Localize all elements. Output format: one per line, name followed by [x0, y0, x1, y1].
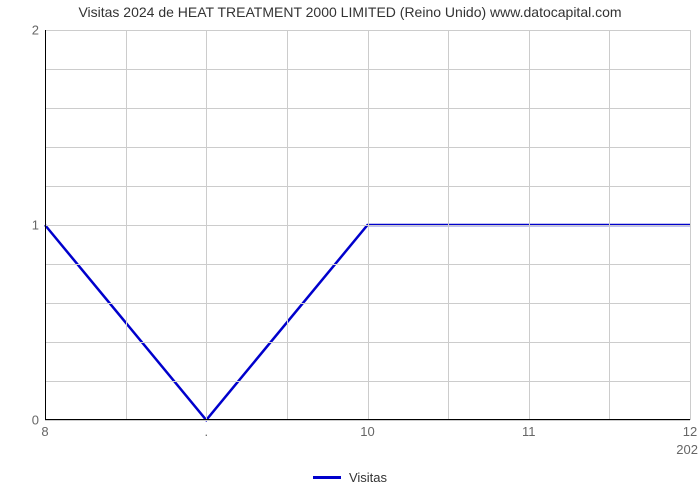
grid-h — [45, 225, 690, 226]
grid-h — [45, 420, 690, 421]
legend-swatch — [313, 476, 341, 479]
grid-h — [45, 69, 690, 70]
legend: Visitas — [0, 470, 700, 485]
x-tick-label: 10 — [360, 424, 374, 439]
x-tick-label: 12 — [683, 424, 697, 439]
y-tick-label: 1 — [32, 218, 39, 233]
x-tick-label: 11 — [522, 424, 536, 439]
y-tick-label: 0 — [32, 413, 39, 428]
plot-area: 8101112.012 — [45, 30, 690, 420]
grid-h — [45, 186, 690, 187]
grid-h — [45, 147, 690, 148]
y-axis — [45, 30, 46, 420]
x-minor-dot: . — [204, 424, 208, 439]
grid-h — [45, 342, 690, 343]
footer-right-label: 202 — [676, 442, 698, 457]
grid-h — [45, 30, 690, 31]
grid-h — [45, 303, 690, 304]
visits-line-chart: Visitas 2024 de HEAT TREATMENT 2000 LIMI… — [0, 0, 700, 500]
grid-v — [690, 30, 691, 420]
grid-h — [45, 108, 690, 109]
x-tick-label: 8 — [41, 424, 48, 439]
y-tick-label: 2 — [32, 23, 39, 38]
chart-title: Visitas 2024 de HEAT TREATMENT 2000 LIMI… — [0, 4, 700, 20]
legend-label: Visitas — [349, 470, 387, 485]
grid-h — [45, 264, 690, 265]
grid-h — [45, 381, 690, 382]
x-axis — [45, 419, 690, 420]
